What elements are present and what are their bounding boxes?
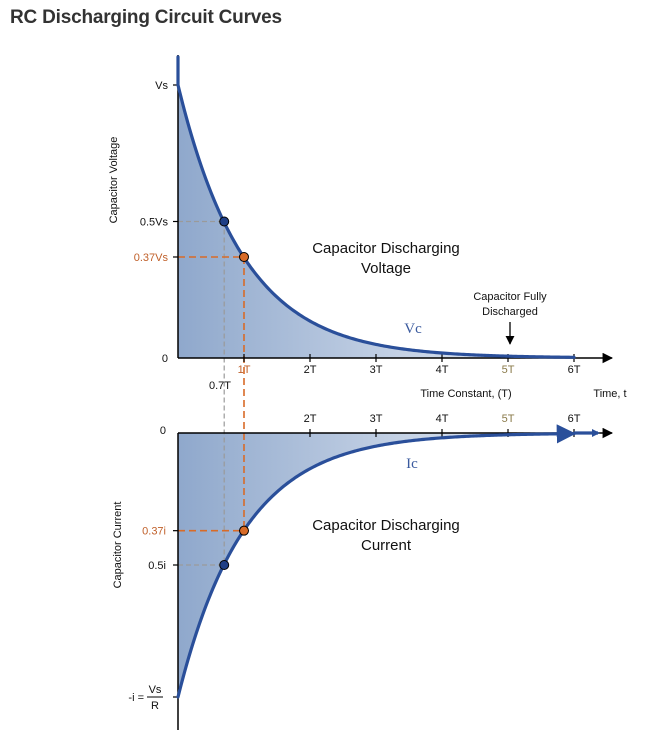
fraction-denominator: R (151, 700, 159, 712)
voltage-x-tick-label-1T: 1T (238, 364, 251, 376)
current-curve-arrowhead (592, 429, 600, 437)
current-x-tick-label-6T: 6T (568, 413, 581, 425)
voltage-x-axis-title: Time Constant, (T) (420, 388, 511, 400)
fraction-numerator: Vs (149, 684, 162, 696)
current-annotation-line1: Capacitor Discharging (312, 517, 460, 534)
current-x-tick-label-4T: 4T (436, 413, 449, 425)
voltage-y-tick-label-3: 0 (162, 353, 168, 365)
fully-discharged-line1: Capacitor Fully (473, 291, 547, 303)
current-x-tick-label-5T: 5T (502, 413, 515, 425)
current-y-tick-label-neg-i: -i = (128, 692, 144, 704)
page-title: RC Discharging Circuit Curves (10, 7, 282, 28)
voltage-x-axis-title-time: Time, t (593, 388, 626, 400)
voltage-y-tick-label-1: 0.5Vs (140, 217, 169, 229)
marker-voltage-0.37vs (239, 251, 249, 262)
fully-discharged-line2: Discharged (482, 306, 538, 318)
voltage-y-tick-label-2: 0.37Vs (134, 252, 169, 264)
voltage-curve-label-vc: Vc (404, 321, 422, 337)
voltage-x-tick-label-6T: 6T (568, 364, 581, 376)
marker-voltage-0.5vs (219, 216, 230, 227)
current-x-tick-label-3T: 3T (370, 413, 383, 425)
voltage-annotation-line1: Capacitor Discharging (312, 240, 460, 257)
voltage-y-axis-title: Capacitor Voltage (108, 137, 120, 224)
voltage-annotation-line2: Voltage (361, 260, 411, 277)
voltage-x-tick-label-5T: 5T (502, 364, 515, 376)
current-y-tick-label-2: 0.5i (148, 560, 166, 572)
voltage-area-fill (178, 57, 574, 358)
current-curve-label-ic: Ic (406, 456, 418, 472)
marker-current-0.5i (219, 560, 230, 570)
voltage-x-tick-label-4T: 4T (436, 364, 449, 376)
current-x-tick-label-2T: 2T (304, 413, 317, 425)
current-y-tick-label-0: 0 (160, 425, 166, 437)
current-y-axis-title: Capacitor Current (112, 502, 124, 589)
voltage-x-tick-label-2T: 2T (304, 364, 317, 376)
current-y-tick-label-1: 0.37i (142, 526, 166, 538)
current-area-fill (178, 433, 574, 697)
label-0.7t: 0.7T (209, 380, 231, 392)
current-annotation-line2: Current (361, 537, 412, 554)
marker-current-0.37i (239, 525, 249, 536)
voltage-y-tick-label-0: Vs (155, 80, 168, 92)
voltage-x-tick-label-3T: 3T (370, 364, 383, 376)
